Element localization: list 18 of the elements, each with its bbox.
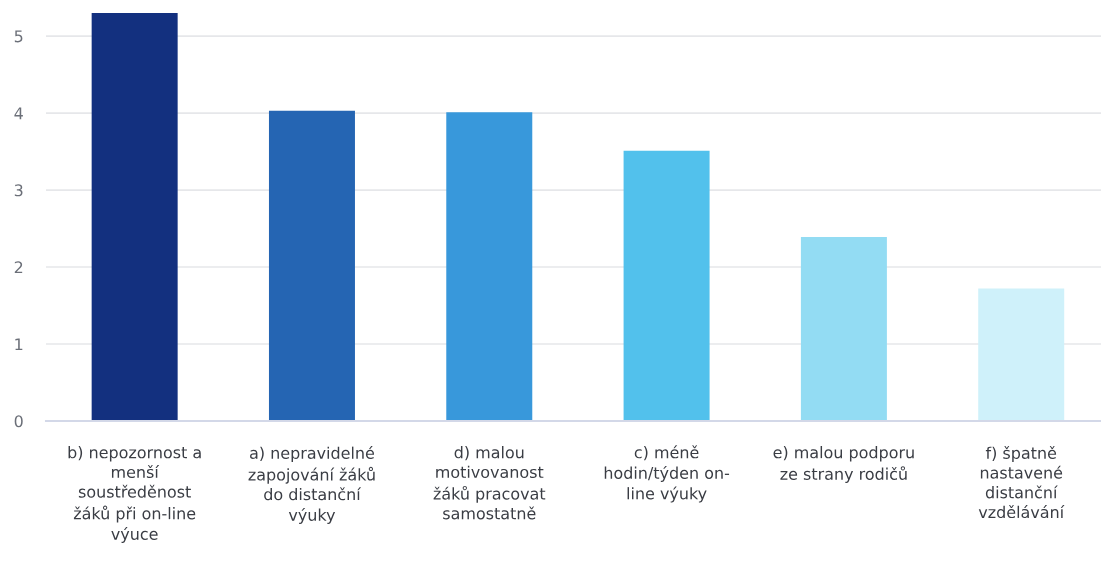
bar [268,110,355,421]
x-tick-label: a) nepravidelné zapojování žáků do distanční výuky [248,446,375,524]
x-tick-label: d) malou motivovanost žáků pracovat samostatně [433,446,546,520]
y-tick-label: 4 [14,107,23,120]
bar [800,237,887,421]
x-tick-label: b) nepozornost a menší soustředěnost žáků při on-line výuce [68,446,201,544]
bar [446,112,533,421]
y-tick-label: 1 [15,338,23,351]
y-tick-label: 3 [14,184,23,197]
bar [623,150,710,421]
bar [91,13,178,421]
y-tick-label: 0 [14,415,23,428]
x-tick-label: e) malou podporu ze strany rodičů [773,446,914,484]
y-tick-label: 5 [14,30,23,43]
x-tick-label: c) méně hodin/týden on- line výuky [604,445,730,503]
y-tick-label: 2 [14,261,23,274]
bar [978,288,1065,421]
x-tick-label: f) špatně nastavené distanční vzdělávání [978,446,1065,519]
